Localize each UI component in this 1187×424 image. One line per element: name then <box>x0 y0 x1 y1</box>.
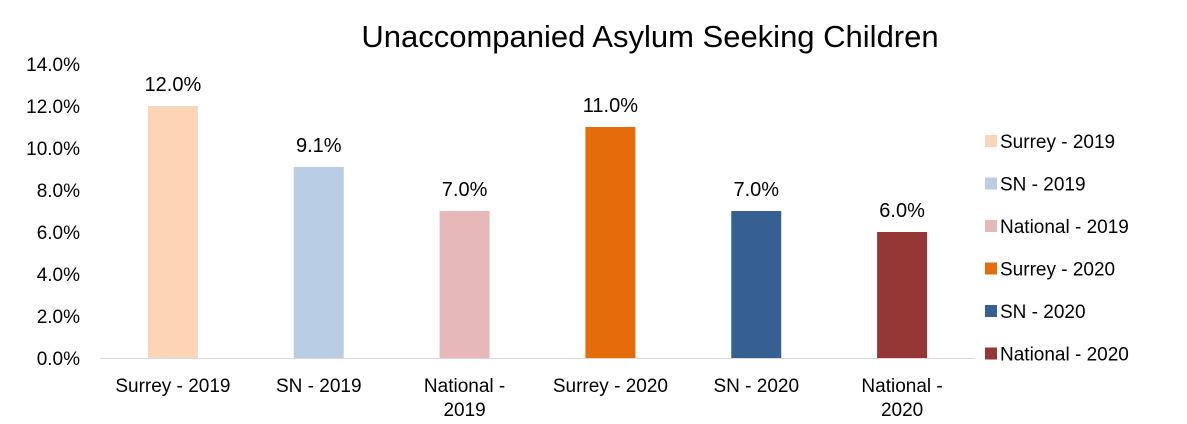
legend-label: SN - 2020 <box>1000 302 1086 323</box>
y-tick-label: 14.0% <box>26 55 80 76</box>
y-axis: 0.0% 2.0% 4.0% 6.0% 8.0% 10.0% 12.0% 14.0% <box>26 55 80 370</box>
x-tick-label: Surrey - 2019 <box>115 376 230 397</box>
bar <box>293 166 344 358</box>
chart-title: Unaccompanied Asylum Seeking Children <box>361 19 938 54</box>
data-label: 12.0% <box>145 74 202 96</box>
y-tick-label: 12.0% <box>26 97 80 118</box>
legend-swatch <box>985 305 997 317</box>
x-tick-label: SN - 2020 <box>713 376 799 397</box>
legend-swatch <box>985 347 997 360</box>
data-label: 6.0% <box>879 200 925 222</box>
legend-swatch <box>985 135 997 147</box>
x-tick-label: 2020 <box>881 400 923 421</box>
bar <box>585 127 636 358</box>
legend-swatch <box>985 220 997 232</box>
bar <box>877 232 928 358</box>
legend-label: National - 2019 <box>1000 217 1129 238</box>
data-label: 7.0% <box>733 179 779 201</box>
y-tick-label: 2.0% <box>37 307 80 328</box>
data-label: 11.0% <box>583 95 638 117</box>
legend-item: Surrey - 2019 <box>985 132 1115 153</box>
y-tick-label: 10.0% <box>26 139 80 160</box>
x-tick-label: 2019 <box>443 400 485 421</box>
x-tick-label: Surrey - 2020 <box>553 376 668 397</box>
legend: Surrey - 2019 SN - 2019 National - 2019 Sur… <box>985 132 1129 366</box>
bar <box>147 106 198 358</box>
bar <box>439 211 490 358</box>
bar <box>731 211 782 358</box>
y-tick-label: 8.0% <box>37 181 80 202</box>
legend-item: National - 2020 <box>985 345 1129 366</box>
x-tick-label: National - <box>861 376 942 397</box>
bars <box>147 106 928 358</box>
legend-swatch <box>985 262 997 275</box>
y-tick-label: 0.0% <box>37 349 80 370</box>
legend-item: SN - 2019 <box>985 175 1086 196</box>
y-tick-label: 6.0% <box>37 223 80 244</box>
legend-label: Surrey - 2020 <box>1000 260 1115 281</box>
legend-label: SN - 2019 <box>1000 175 1086 196</box>
legend-swatch <box>985 177 997 190</box>
legend-label: Surrey - 2019 <box>1000 132 1115 153</box>
x-axis: Surrey - 2019 SN - 2019 National - 2019 Surr… <box>115 376 942 421</box>
y-tick-label: 4.0% <box>37 265 80 286</box>
data-label: 7.0% <box>442 179 488 201</box>
data-labels: 12.0% 9.1% 7.0% 11.0% 7.0% 6.0% <box>145 74 926 222</box>
legend-item: SN - 2020 <box>985 302 1086 323</box>
legend-item: National - 2019 <box>985 217 1129 238</box>
x-tick-label: SN - 2019 <box>276 376 362 397</box>
legend-item: Surrey - 2020 <box>985 260 1115 281</box>
legend-label: National - 2020 <box>1000 345 1129 366</box>
x-tick-label: National - <box>424 376 505 397</box>
data-label: 9.1% <box>296 135 342 157</box>
